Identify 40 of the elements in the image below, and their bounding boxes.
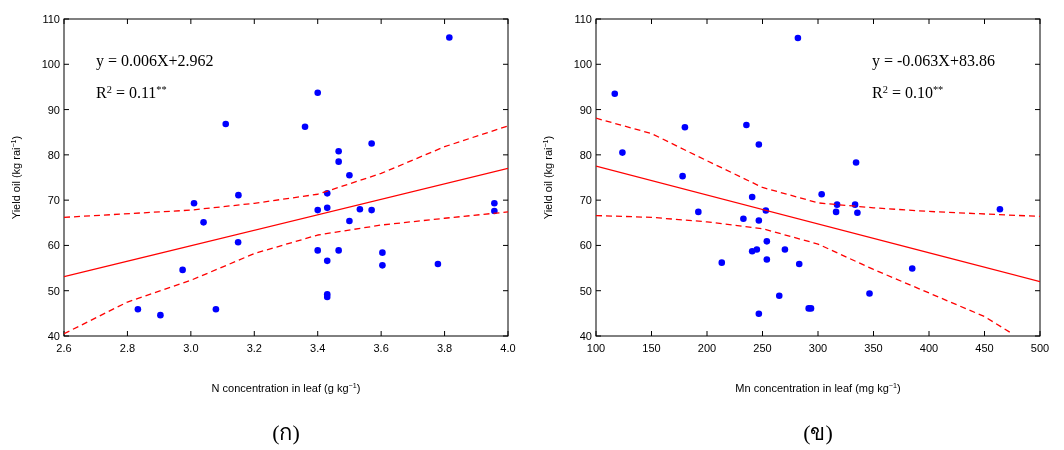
- x-tick-label: 3.4: [310, 342, 326, 354]
- x-tick-label: 3.8: [436, 342, 453, 354]
- x-tick-label: 400: [919, 342, 939, 354]
- x-tick-label: 2.6: [56, 342, 72, 354]
- x-tick-label: 250: [753, 342, 772, 354]
- x-tick-label: 350: [864, 342, 883, 354]
- x-tick-label: 500: [1030, 342, 1050, 354]
- x-tick-label: 4.0: [500, 342, 516, 354]
- y-tick-label: 70: [47, 194, 60, 207]
- y-tick-label: 40: [579, 330, 592, 342]
- y-tick-label: 40: [47, 330, 60, 342]
- y-tick-label: 70: [579, 194, 592, 207]
- y-tick-label: 90: [579, 103, 592, 116]
- x-axis-title: N concentration in leaf (g kg$^{−1}$): [211, 382, 361, 394]
- y-tick-label: 110: [574, 13, 592, 25]
- text: (ข): [803, 420, 833, 445]
- x-tick-label: 2.8: [119, 342, 136, 354]
- y-tick-label: 110: [42, 13, 60, 25]
- text: (ก): [272, 420, 300, 445]
- y-tick-label: 50: [579, 284, 592, 297]
- y-tick-label: 60: [47, 239, 60, 252]
- y-tick-label: 50: [47, 284, 60, 297]
- y-tick-label: 100: [41, 58, 60, 71]
- annotation: R$^{2}$ = 0.11$^{**}$: [96, 83, 167, 101]
- x-tick-label: 300: [808, 342, 828, 354]
- x-tick-label: 200: [697, 342, 717, 354]
- y-tick-label: 100: [573, 58, 592, 71]
- x-axis-title: Mn concentration in leaf (mg kg$^{−1}$): [735, 382, 901, 394]
- x-tick-label: 450: [975, 342, 994, 354]
- x-tick-label: 3.6: [373, 342, 389, 354]
- annotation: y = -0.063X+83.86: [872, 52, 995, 70]
- x-tick-label: 150: [642, 342, 661, 354]
- y-tick-label: 90: [47, 103, 60, 116]
- y-tick-label: 80: [47, 148, 60, 161]
- x-tick-label: 3.2: [246, 342, 262, 354]
- annotation: R$^{2}$ = 0.10$^{**}$: [872, 83, 944, 101]
- x-tick-label: 3.0: [183, 342, 199, 354]
- y-tick-label: 80: [579, 148, 592, 161]
- y-tick-label: 60: [579, 239, 592, 252]
- annotation: y = 0.006X+2.962: [96, 52, 214, 70]
